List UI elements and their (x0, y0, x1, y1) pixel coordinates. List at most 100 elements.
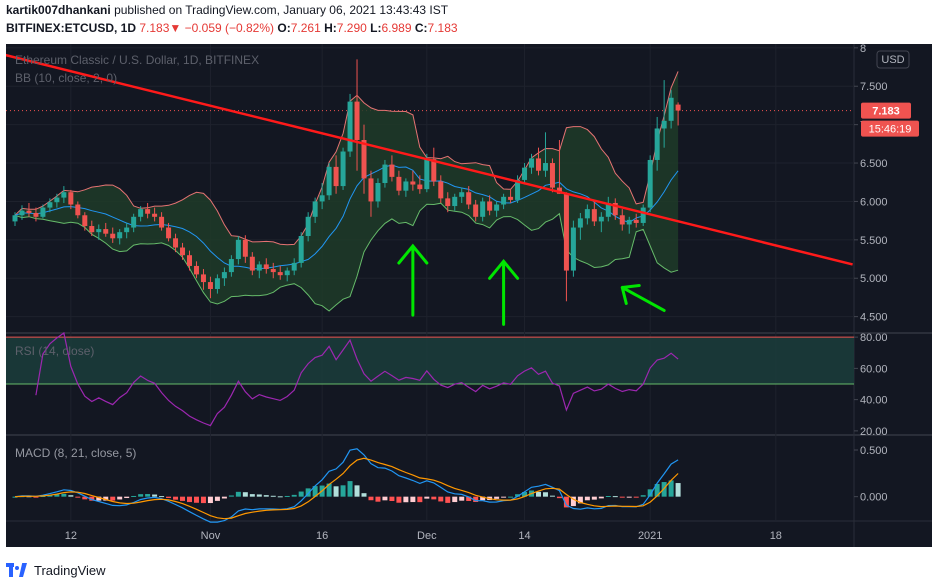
candle-body (221, 272, 227, 279)
rsi-tick-label: 60.00 (860, 363, 888, 375)
last-price-tag (861, 102, 911, 119)
macd-histogram-bar (354, 485, 360, 497)
candle-body (515, 179, 521, 200)
macd-histogram-bar (654, 483, 660, 497)
macd-histogram-bar (333, 486, 339, 497)
author-name[interactable]: kartik007dhankani (6, 3, 111, 17)
price-tick-label: 6.000 (860, 196, 888, 208)
candle-body (54, 197, 60, 203)
candle-body (424, 159, 430, 190)
candle-body (159, 216, 165, 228)
macd-histogram-bar (647, 489, 653, 497)
macd-histogram-bar (417, 496, 423, 503)
candle-body (319, 195, 325, 202)
candle-body (235, 239, 241, 260)
candle-body (542, 163, 548, 171)
candle-body (619, 215, 625, 225)
currency-label: USD (881, 54, 904, 66)
macd-histogram-bar (298, 491, 304, 497)
candle-body (326, 166, 332, 196)
macd-histogram-bar (249, 494, 255, 497)
candle-body (40, 207, 46, 217)
macd-histogram-bar (361, 493, 367, 497)
time-tick-label: Dec (417, 530, 437, 542)
candle-body (584, 209, 590, 219)
candle-body (354, 101, 360, 140)
up-left-arrow-icon (620, 283, 666, 312)
macd-histogram-bar (263, 495, 269, 497)
macd-histogram-bar (501, 496, 507, 498)
annotation-arrows[interactable] (397, 243, 666, 326)
price-chart[interactable]: 4.5005.0005.5006.0006.5007.0007.500812No… (6, 44, 932, 547)
rsi-tick-label: 20.00 (860, 426, 888, 438)
macd-histogram-bar (459, 496, 465, 501)
candle-body (173, 238, 179, 248)
macd-histogram-bar (117, 496, 123, 500)
footer-brand[interactable]: TradingView (34, 562, 106, 578)
open-value: 7.261 (290, 21, 321, 35)
macd-histogram-bar (103, 496, 109, 501)
candle-body (214, 278, 220, 289)
bb-params: (10, close, 2, 0) (34, 71, 117, 85)
candle-body (508, 196, 514, 200)
candle-body (333, 166, 339, 187)
down-arrow-icon: ▼ (169, 21, 182, 35)
macd-histogram-bar (549, 495, 555, 497)
candle-body (396, 176, 402, 191)
candle-body (33, 212, 39, 217)
macd-histogram-bar (368, 496, 374, 501)
macd-histogram-bar (347, 481, 353, 497)
time-tick-label: 14 (518, 530, 530, 542)
close-value: 7.183 (427, 21, 458, 35)
macd-histogram-bar (180, 496, 186, 501)
candle-body (242, 239, 248, 257)
macd-histogram-bar (403, 496, 409, 503)
candle-body (654, 128, 660, 160)
candle-body (180, 247, 186, 256)
macd-histogram-bar (214, 496, 220, 501)
currency-badge[interactable] (876, 50, 910, 69)
candles[interactable] (12, 59, 681, 302)
candle-body (375, 183, 381, 202)
price-tick-label: 6.500 (860, 158, 888, 170)
candle-body (298, 236, 304, 263)
candle-body (26, 210, 32, 213)
price-tick-label: 5.000 (860, 273, 888, 285)
macd-histogram-bar (312, 486, 318, 497)
candle-body (389, 164, 395, 177)
macd-histogram-bar (193, 496, 199, 503)
macd-histogram-bar (89, 496, 95, 501)
candle-body (138, 209, 144, 217)
publish-info: kartik007dhankani published on TradingVi… (6, 3, 448, 17)
macd-histogram-bar (542, 492, 548, 497)
macd-histogram-bar (75, 496, 81, 498)
macd-legend: MACD (8, 21, close, 5) (15, 446, 136, 460)
macd-histogram-bar (480, 496, 486, 501)
macd-histogram-bar (96, 496, 102, 501)
time-tick-label: 2021 (638, 530, 662, 542)
candle-body (668, 97, 674, 121)
candle-body (473, 204, 479, 217)
candle-body (82, 215, 88, 227)
bb-name: BB (15, 71, 31, 85)
rsi-tick-label: 80.00 (860, 332, 888, 344)
candle-body (417, 184, 423, 190)
macd-histogram-bar (173, 496, 179, 500)
candle-body (19, 210, 25, 216)
bb-basis-line (14, 164, 679, 270)
macd-histogram-bar (284, 495, 290, 497)
candle-body (131, 216, 137, 228)
trendline[interactable] (6, 53, 853, 266)
rsi-tick-label: 40.00 (860, 395, 888, 407)
candle-body (96, 229, 102, 233)
macd-line (14, 448, 679, 523)
macd-histogram-bar (633, 496, 639, 498)
price-tick-label: 8 (860, 44, 866, 55)
macd-histogram-bar (166, 496, 172, 499)
macd-histogram-bar (640, 495, 646, 497)
candle-body (12, 215, 18, 222)
macd-histogram-bar (131, 495, 137, 497)
macd-histogram-bar (661, 482, 667, 497)
candle-body (410, 181, 416, 185)
macd-histogram-bar (145, 494, 151, 497)
